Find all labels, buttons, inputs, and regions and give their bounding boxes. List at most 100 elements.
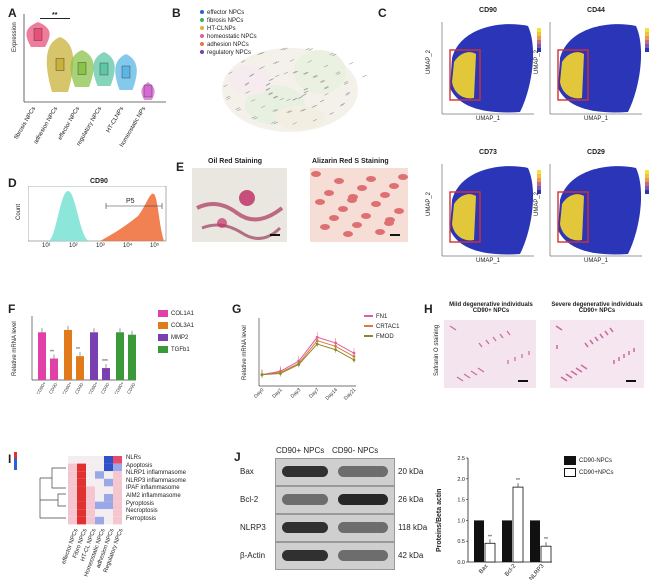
flow-arrow	[324, 86, 329, 90]
panel-label-i: I	[8, 452, 12, 466]
heatmap-cell	[86, 516, 95, 525]
heatmap-col-label: HT-CL NPCs	[80, 528, 98, 563]
x-tick-label: Day3	[290, 387, 303, 400]
scale-swatch	[537, 48, 541, 52]
legend-label: FMOD	[376, 334, 394, 340]
heatmap-cell	[104, 516, 113, 525]
heatmap-row-label: Apoptosis	[126, 462, 153, 469]
flow-arrow	[268, 92, 273, 95]
x-tick-label: Day14	[325, 387, 340, 402]
umap-cd29: CD29 UMAP_2 UMAP_1	[534, 149, 650, 264]
flow-arrow	[362, 74, 367, 78]
violin-plot	[23, 14, 166, 103]
flow-arrow	[311, 105, 316, 108]
flow-arrow	[273, 121, 279, 125]
y-tick-label: 2.0	[457, 477, 465, 483]
scale-swatch	[645, 182, 649, 186]
panel-i-heatmap: NLRs Apoptosis NLRP1 inflammasome NLRP3 inf…	[14, 448, 234, 584]
heatmap-col-label: adhesion NPCs	[95, 528, 116, 570]
umap-xlabel: UMAP_1	[584, 116, 609, 122]
stained-cell	[575, 367, 583, 373]
umap-xlabel: UMAP_1	[476, 116, 501, 122]
flow-arrow	[305, 47, 310, 51]
heatmap-col-label: Regulatory NPCs	[103, 528, 125, 574]
flow-arrow	[283, 47, 288, 51]
flow-arrow	[302, 71, 308, 75]
flow-arrow	[274, 61, 280, 64]
flow-arrow	[288, 110, 293, 113]
mineral-deposit	[320, 224, 330, 230]
histogram-plot	[28, 186, 167, 242]
flow-arrow	[265, 87, 270, 91]
heatmap-cell	[77, 501, 86, 510]
umap-title: CD29	[587, 149, 605, 156]
umap-cd90: CD90 UMAP_2 UMAP_1	[426, 7, 548, 122]
stained-cell	[599, 333, 604, 339]
blot-band	[282, 550, 328, 561]
bar-cd90pos	[484, 542, 496, 563]
bar-cd90neg	[530, 520, 540, 562]
mineral-deposit	[334, 178, 344, 184]
scale-swatch	[645, 174, 649, 178]
mineral-deposit	[343, 231, 353, 237]
category-label: CD90-	[126, 381, 137, 394]
mineral-deposit	[347, 197, 357, 203]
legend-label: FN1	[376, 314, 388, 320]
scale-swatch	[645, 170, 649, 174]
stained-cell	[609, 327, 614, 333]
panel-h-safranin: Mild degenerative individuals CD90+ NPCs…	[434, 302, 646, 392]
x-tick-label: Day1	[271, 387, 284, 400]
flow-arrow	[335, 71, 340, 74]
flow-arrow	[266, 82, 271, 86]
legend-swatch	[158, 334, 168, 341]
data-point	[279, 372, 282, 375]
blot-band	[338, 494, 388, 505]
umap-high-expression	[452, 52, 476, 99]
heatmap-cell	[113, 456, 122, 464]
umap-title: CD90	[479, 7, 497, 14]
heatmap-cell	[95, 509, 104, 517]
flow-arrow	[228, 71, 233, 75]
heatmap-cell	[104, 456, 113, 464]
flow-arrow	[345, 91, 351, 95]
highlight-box	[557, 191, 589, 243]
flow-arrow	[320, 80, 325, 84]
blot-row	[275, 514, 395, 542]
heatmap-cell	[86, 463, 95, 472]
y-tick-label: 2.5	[457, 456, 465, 462]
heatmap-cell	[113, 471, 122, 479]
heatmap-row-label: AIM2 inflammasome	[126, 493, 181, 499]
panel-label-e: E	[176, 160, 185, 174]
heatmap-cell	[86, 478, 95, 487]
bar-cd90pos	[540, 545, 552, 563]
significance-mark: **	[516, 478, 520, 484]
mild-image	[444, 320, 536, 388]
mineral-deposit	[338, 206, 348, 212]
blot-row	[275, 486, 395, 514]
oil-red-title: Oil Red Staining	[208, 158, 263, 165]
flow-arrow	[237, 108, 242, 112]
scale-swatch	[537, 32, 541, 36]
violin-box	[33, 28, 43, 41]
flow-arrow	[336, 72, 341, 75]
heatmap-cell	[77, 478, 86, 487]
heatmap-row-label: NLRP3 inflammasome	[126, 477, 187, 484]
significance-mark: **	[52, 12, 58, 19]
category-label: CD90-	[74, 381, 85, 394]
flow-arrow	[286, 110, 291, 113]
stained-cell	[499, 333, 504, 339]
scale-swatch	[537, 170, 541, 174]
heatmap-cell	[104, 478, 113, 487]
blot-band	[338, 466, 388, 477]
oil-red-image	[192, 168, 287, 242]
mineral-deposit	[361, 213, 371, 219]
heatmap-row-label: Necroptosis	[126, 508, 158, 515]
flow-arrow	[250, 73, 255, 76]
heatmap-cell	[113, 478, 122, 487]
flow-arrow	[274, 109, 279, 112]
legend-swatch	[158, 310, 168, 317]
legend-label: CRTAC1	[376, 324, 400, 330]
flow-arrow	[349, 62, 354, 65]
heatmap-cell	[104, 471, 113, 479]
legend-label: COL1A1	[171, 311, 195, 318]
